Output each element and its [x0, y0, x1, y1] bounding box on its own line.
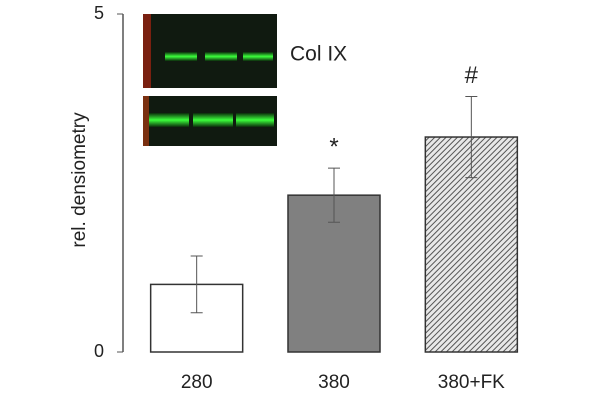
y-tick-label: 0: [94, 341, 104, 361]
significance-marker: #: [465, 62, 479, 89]
error-bar: [465, 95, 478, 179]
inset-label: Col IX: [290, 43, 347, 66]
y-axis-label: rel. densiometry: [69, 112, 90, 248]
y-tick-label: 5: [94, 3, 104, 23]
error-bar: [328, 167, 340, 223]
significance-marker: *: [329, 133, 338, 160]
blot-inset: [143, 14, 277, 146]
x-tick-label: 380: [318, 372, 350, 393]
error-bar: [190, 255, 203, 314]
x-tick-label: 380+FK: [438, 372, 505, 393]
x-tick-label: 280: [181, 372, 213, 393]
